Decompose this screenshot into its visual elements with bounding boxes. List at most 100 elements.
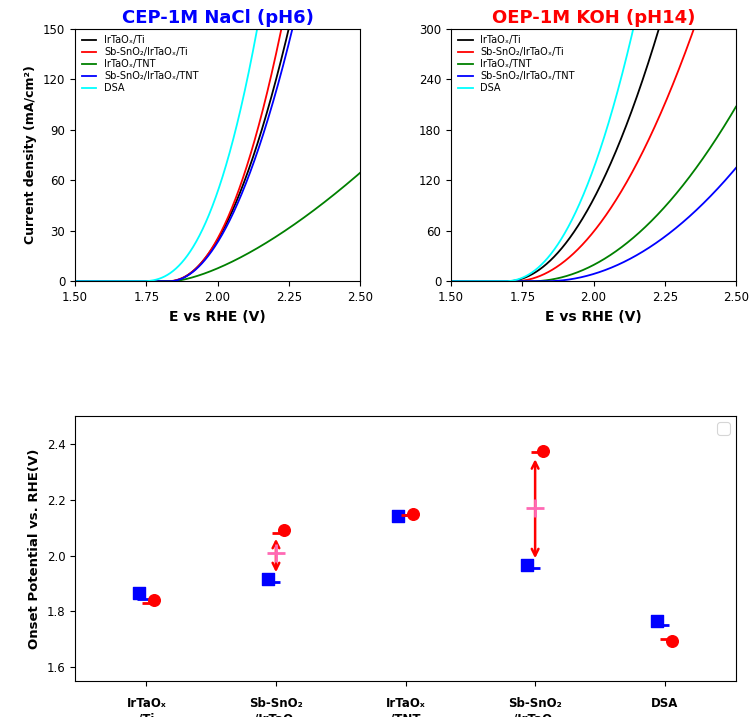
Sb-SnO₂/IrTaOₓ/TNT: [674, 222, 683, 230]
IrTaOₓ/TNT: [100, 277, 109, 285]
Sb-SnO₂/IrTaOₓ/Ti: [562, 255, 571, 264]
Point: [278, 525, 290, 536]
IrTaOₓ/TNT: [562, 272, 571, 280]
DSA: [572, 206, 581, 214]
Sb-SnO₂/IrTaOₓ/TNT: [185, 270, 195, 278]
IrTaOₓ/TNT: [475, 277, 484, 285]
IrTaOₓ/TNT: [185, 274, 195, 282]
IrTaOₓ/Ti: [100, 277, 109, 285]
Line: IrTaOₓ/Ti: IrTaOₓ/Ti: [75, 0, 360, 281]
Point: [521, 559, 533, 571]
Sb-SnO₂/IrTaOₓ/TNT: [475, 277, 484, 285]
Sb-SnO₂/IrTaOₓ/Ti: [100, 277, 109, 285]
IrTaOₓ/TNT: [355, 168, 364, 177]
IrTaOₓ/Ti: [185, 269, 195, 277]
Legend: IrTaOₓ/Ti, Sb-SnO₂/IrTaOₓ/Ti, IrTaOₓ/TNT, Sb-SnO₂/IrTaOₓ/TNT, DSA: IrTaOₓ/Ti, Sb-SnO₂/IrTaOₓ/Ti, IrTaOₓ/TNT…: [456, 34, 577, 95]
Point: [273, 528, 285, 539]
Sb-SnO₂/IrTaOₓ/Ti: [447, 277, 456, 285]
IrTaOₓ/TNT: [731, 103, 740, 111]
DSA: [475, 277, 484, 285]
Sb-SnO₂/IrTaOₓ/TNT: [196, 260, 205, 269]
Sb-SnO₂/IrTaOₓ/Ti: [71, 277, 80, 285]
IrTaOₓ/Ti: [196, 260, 205, 268]
IrTaOₓ/TNT: [572, 268, 581, 277]
DSA: [562, 226, 571, 234]
IrTaOₓ/Ti: [572, 224, 581, 232]
DSA: [185, 247, 195, 256]
Point: [143, 597, 155, 609]
Sb-SnO₂/IrTaOₓ/Ti: [196, 260, 205, 268]
X-axis label: E vs RHE (V): E vs RHE (V): [545, 310, 642, 323]
Sb-SnO₂/IrTaOₓ/TNT: [100, 277, 109, 285]
Point: [148, 594, 160, 606]
IrTaOₓ/TNT: [668, 193, 677, 201]
IrTaOₓ/Ti: [447, 277, 456, 285]
Line: Sb-SnO₂/IrTaOₓ/TNT: Sb-SnO₂/IrTaOₓ/TNT: [75, 0, 360, 281]
Point: [651, 615, 663, 627]
Sb-SnO₂/IrTaOₓ/Ti: [642, 139, 651, 148]
Point: [529, 503, 541, 514]
Point: [666, 635, 678, 647]
DSA: [196, 229, 205, 238]
DSA: [447, 277, 456, 285]
Line: IrTaOₓ/TNT: IrTaOₓ/TNT: [451, 107, 736, 281]
DSA: [100, 277, 109, 285]
IrTaOₓ/TNT: [196, 270, 205, 279]
Line: DSA: DSA: [75, 0, 360, 281]
Point: [402, 509, 414, 521]
Sb-SnO₂/IrTaOₓ/TNT: [562, 275, 571, 284]
Line: IrTaOₓ/TNT: IrTaOₓ/TNT: [75, 173, 360, 281]
IrTaOₓ/TNT: [447, 277, 456, 285]
Line: Sb-SnO₂/IrTaOₓ/Ti: Sb-SnO₂/IrTaOₓ/Ti: [75, 0, 360, 281]
Legend: : [717, 422, 730, 435]
IrTaOₓ/Ti: [71, 277, 80, 285]
Title: OEP-1M KOH (pH14): OEP-1M KOH (pH14): [492, 9, 695, 27]
IrTaOₓ/TNT: [293, 218, 302, 227]
IrTaOₓ/Ti: [562, 238, 571, 247]
Sb-SnO₂/IrTaOₓ/TNT: [642, 244, 651, 253]
Sb-SnO₂/IrTaOₓ/Ti: [674, 66, 683, 75]
Point: [270, 547, 282, 559]
IrTaOₓ/TNT: [642, 222, 651, 230]
Sb-SnO₂/IrTaOₓ/TNT: [447, 277, 456, 285]
Point: [392, 511, 404, 522]
Point: [656, 619, 668, 631]
Line: Sb-SnO₂/IrTaOₓ/Ti: Sb-SnO₂/IrTaOₓ/Ti: [451, 0, 736, 281]
Y-axis label: Current density (mA/cm²): Current density (mA/cm²): [25, 65, 38, 244]
Point: [662, 634, 674, 645]
Point: [133, 587, 145, 599]
Point: [537, 445, 549, 457]
IrTaOₓ/Ti: [642, 63, 651, 72]
Y-axis label: Onset Potential vs. RHE(V): Onset Potential vs. RHE(V): [28, 448, 41, 649]
IrTaOₓ/Ti: [266, 95, 275, 103]
IrTaOₓ/TNT: [266, 236, 275, 244]
Sb-SnO₂/IrTaOₓ/TNT: [293, 4, 302, 13]
IrTaOₓ/Ti: [475, 277, 484, 285]
Sb-SnO₂/IrTaOₓ/Ti: [266, 73, 275, 82]
Sb-SnO₂/IrTaOₓ/TNT: [572, 274, 581, 282]
Point: [526, 562, 538, 574]
Sb-SnO₂/IrTaOₓ/TNT: [71, 277, 80, 285]
Title: CEP-1M NaCl (pH6): CEP-1M NaCl (pH6): [122, 9, 313, 27]
IrTaOₓ/TNT: [674, 186, 683, 195]
Sb-SnO₂/IrTaOₓ/TNT: [266, 105, 275, 114]
Sb-SnO₂/IrTaOₓ/TNT: [731, 163, 740, 172]
Legend: IrTaOₓ/Ti, Sb-SnO₂/IrTaOₓ/Ti, IrTaOₓ/TNT, Sb-SnO₂/IrTaOₓ/TNT, DSA: IrTaOₓ/Ti, Sb-SnO₂/IrTaOₓ/Ti, IrTaOₓ/TNT…: [80, 34, 201, 95]
Point: [407, 508, 419, 519]
IrTaOₓ/TNT: [71, 277, 80, 285]
Point: [267, 576, 279, 588]
Sb-SnO₂/IrTaOₓ/Ti: [185, 269, 195, 277]
Point: [532, 447, 544, 458]
Line: IrTaOₓ/Ti: IrTaOₓ/Ti: [451, 0, 736, 281]
X-axis label: E vs RHE (V): E vs RHE (V): [169, 310, 266, 323]
Line: DSA: DSA: [451, 0, 736, 281]
IrTaOₓ/TNT: [298, 214, 307, 223]
Point: [137, 593, 149, 604]
Sb-SnO₂/IrTaOₓ/TNT: [668, 226, 677, 234]
Sb-SnO₂/IrTaOₓ/Ti: [572, 247, 581, 255]
Point: [397, 509, 409, 521]
Line: Sb-SnO₂/IrTaOₓ/TNT: Sb-SnO₂/IrTaOₓ/TNT: [451, 168, 736, 281]
Sb-SnO₂/IrTaOₓ/Ti: [475, 277, 484, 285]
DSA: [71, 277, 80, 285]
Sb-SnO₂/IrTaOₓ/Ti: [668, 79, 677, 87]
